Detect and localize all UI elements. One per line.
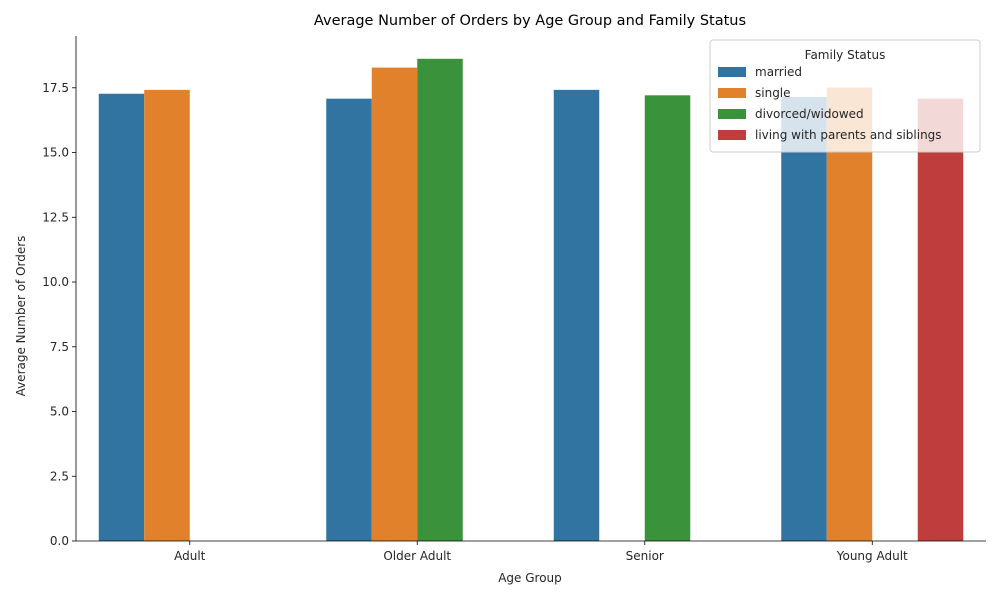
legend-label: living with parents and siblings xyxy=(755,128,942,142)
bar-married-senior xyxy=(553,89,600,542)
y-tick-label: 5.0 xyxy=(50,405,69,419)
bar-single-adult xyxy=(144,89,190,542)
bars-layer xyxy=(98,58,964,542)
y-tick-label: 0.0 xyxy=(50,534,69,548)
chart-title: Average Number of Orders by Age Group an… xyxy=(314,13,746,29)
y-tick-label: 12.5 xyxy=(42,210,69,224)
x-tick-label: Older Adult xyxy=(383,549,451,563)
legend-swatch xyxy=(718,67,746,77)
legend-swatch xyxy=(718,130,746,140)
x-axis-title: Age Group xyxy=(498,571,562,585)
bar-married-young-adult xyxy=(781,96,827,542)
bar-living-with-parents-and-siblings-young-adult xyxy=(917,98,964,542)
axes-layer: 0.0 2.5 5.0 7.5 10.0 12.5 15.0 17.5 Adult Older A… xyxy=(42,36,986,563)
y-tick-label: 7.5 xyxy=(50,340,69,354)
bar-divorced-widowed-senior xyxy=(644,95,691,541)
bar-married-older-adult xyxy=(326,98,372,542)
bar-divorced-widowed-older-adult xyxy=(417,58,463,541)
legend-label: married xyxy=(755,65,802,79)
bar-married-adult xyxy=(98,93,145,541)
bar-single-young-adult xyxy=(826,87,873,541)
x-tick-label: Young Adult xyxy=(836,549,908,563)
legend-box xyxy=(709,39,981,153)
legend-title: Family Status xyxy=(805,48,886,62)
y-tick-label: 10.0 xyxy=(42,275,69,289)
legend-swatch xyxy=(718,88,746,98)
y-tick-label: 2.5 xyxy=(50,469,69,483)
bar-single-older-adult xyxy=(371,67,418,541)
y-tick-label: 17.5 xyxy=(42,81,69,95)
legend-label: single xyxy=(755,86,791,100)
legend-swatch xyxy=(718,109,746,119)
y-tick-label: 15.0 xyxy=(42,146,69,160)
y-axis-title: Average Number of Orders xyxy=(14,236,28,397)
legend-label: divorced/widowed xyxy=(755,107,864,121)
x-tick-label: Adult xyxy=(174,549,206,563)
x-tick-label: Senior xyxy=(626,549,664,563)
